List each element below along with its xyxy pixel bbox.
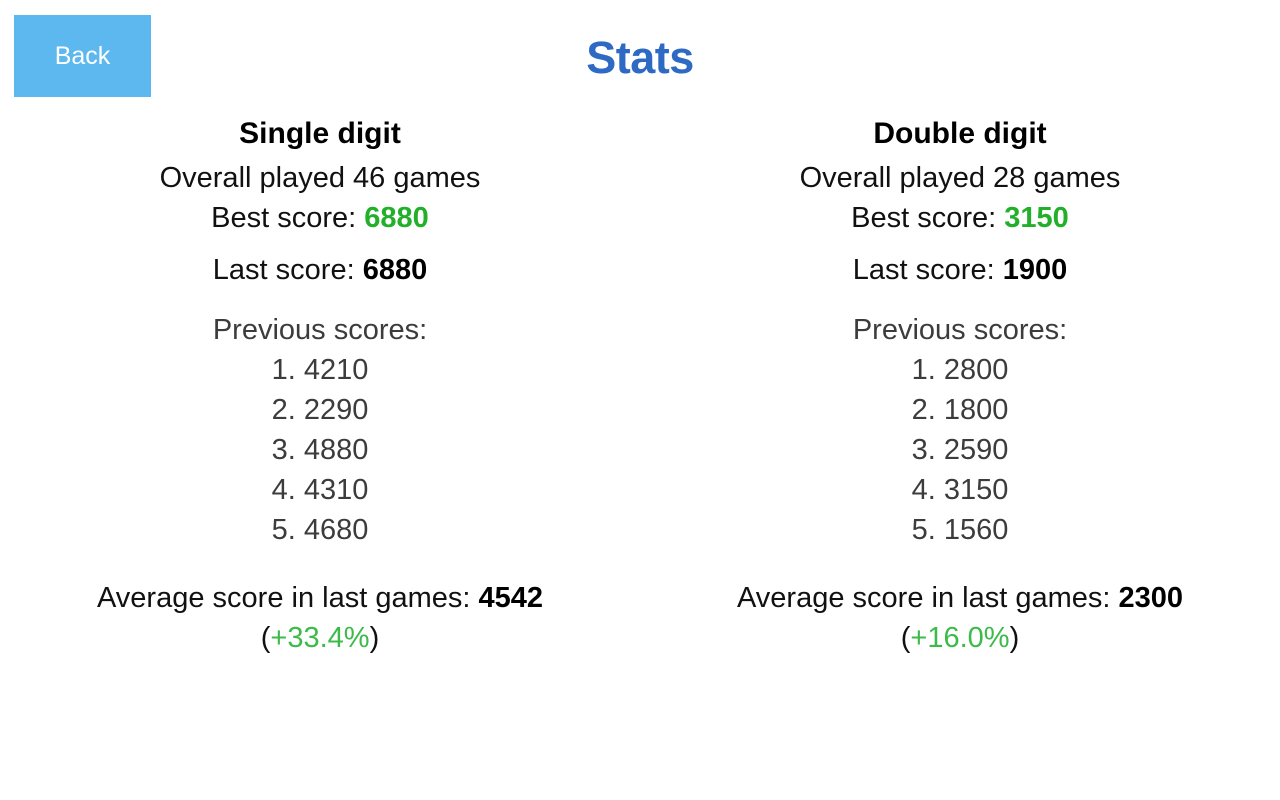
mode-heading: Double digit xyxy=(873,117,1047,150)
overall-played-line: Overall played 28 games xyxy=(799,162,1121,194)
stats-column-double-digit: Double digit Overall played 28 games Bes… xyxy=(640,112,1280,658)
average-score-line: Average score in last games: 2300 xyxy=(640,578,1280,618)
list-item: 5. 1560 xyxy=(911,514,1009,546)
last-score-line: Last score: 6880 xyxy=(0,250,640,290)
page-title: Stats xyxy=(586,32,694,83)
list-item: 4. 4310 xyxy=(271,474,369,506)
list-item: 3. 2590 xyxy=(911,434,1009,466)
previous-scores-list: 1. 2800 2. 1800 3. 2590 4. 3150 5. 1560 xyxy=(640,350,1280,550)
list-item: 2. 2290 xyxy=(271,394,369,426)
delta-close-paren: ) xyxy=(369,622,380,654)
last-score-value: 6880 xyxy=(362,254,428,286)
last-score-line: Last score: 1900 xyxy=(640,250,1280,290)
list-item: 1. 4210 xyxy=(271,354,369,386)
stats-columns: Single digit Overall played 46 games Bes… xyxy=(0,112,1280,658)
best-score-line: Best score: 3150 xyxy=(640,198,1280,238)
delta-open-paren: ( xyxy=(260,622,271,654)
average-delta-line: (+33.4%) xyxy=(0,618,640,658)
previous-scores-heading: Previous scores: xyxy=(212,314,428,346)
overall-played-line: Overall played 46 games xyxy=(159,162,481,194)
list-item: 5. 4680 xyxy=(271,514,369,546)
best-score-value: 3150 xyxy=(1004,202,1069,234)
back-button[interactable]: Back xyxy=(14,15,151,97)
list-item: 4. 3150 xyxy=(911,474,1009,506)
last-score-label: Last score: xyxy=(852,254,1003,286)
best-score-label: Best score: xyxy=(211,202,365,234)
average-score-value: 2300 xyxy=(1118,582,1183,614)
mode-heading: Single digit xyxy=(239,117,401,150)
average-score-line: Average score in last games: 4542 xyxy=(0,578,640,618)
delta-close-paren: ) xyxy=(1009,622,1020,654)
delta-value: +16.0% xyxy=(910,622,1010,654)
best-score-value: 6880 xyxy=(364,202,429,234)
best-score-line: Best score: 6880 xyxy=(0,198,640,238)
delta-value: +33.4% xyxy=(270,622,370,654)
average-score-label: Average score in last games: xyxy=(96,582,479,614)
previous-scores-list: 1. 4210 2. 2290 3. 4880 4. 4310 5. 4680 xyxy=(0,350,640,550)
stats-column-single-digit: Single digit Overall played 46 games Bes… xyxy=(0,112,640,658)
list-item: 1. 2800 xyxy=(911,354,1009,386)
average-score-label: Average score in last games: xyxy=(736,582,1119,614)
average-score-value: 4542 xyxy=(478,582,543,614)
last-score-value: 1900 xyxy=(1002,254,1068,286)
average-delta-line: (+16.0%) xyxy=(640,618,1280,658)
best-score-label: Best score: xyxy=(851,202,1005,234)
list-item: 2. 1800 xyxy=(911,394,1009,426)
list-item: 3. 4880 xyxy=(271,434,369,466)
delta-open-paren: ( xyxy=(900,622,911,654)
previous-scores-heading: Previous scores: xyxy=(852,314,1068,346)
last-score-label: Last score: xyxy=(212,254,363,286)
